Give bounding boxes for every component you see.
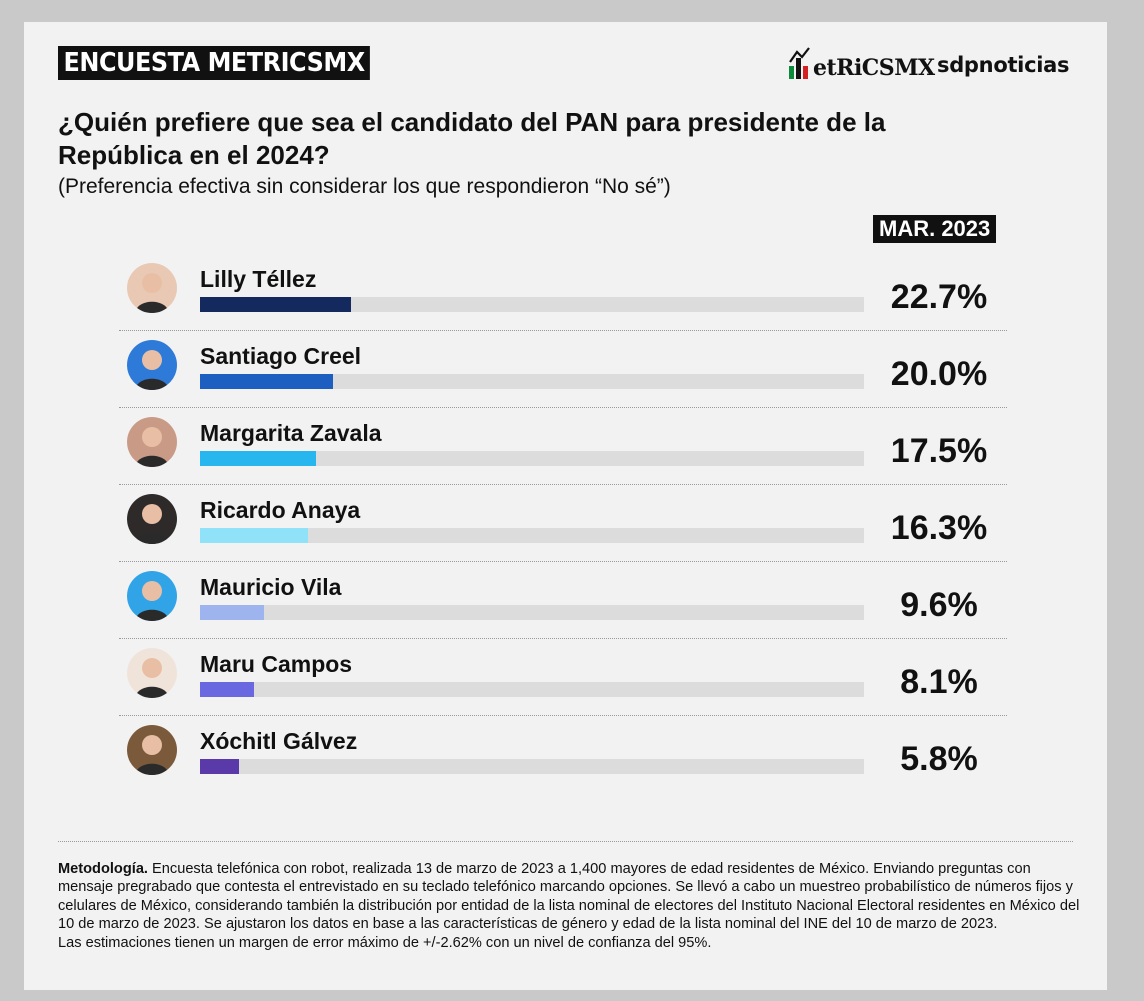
metricsmx-logo: etRiCSMX [788,46,935,80]
candidate-row: Lilly Téllez 22.7% [24,254,1107,331]
bar [200,528,309,543]
value-label: 5.8% [900,740,978,778]
person-icon [127,417,177,467]
candidate-name: Santiago Creel [200,343,362,369]
survey-badge: ENCUESTA METRICSMX [58,46,371,80]
bar-track [200,682,864,697]
bar [200,605,264,620]
person-icon [127,263,177,313]
candidate-avatar [127,417,177,467]
methodology-label: Metodología. [58,861,148,877]
row-divider [119,715,1007,716]
candidate-name: Xóchitl Gálvez [200,728,358,754]
bar-track [200,605,864,620]
value-label: 17.5% [890,432,988,470]
candidate-row: Mauricio Vila 9.6% [24,562,1107,639]
candidate-avatar [127,648,177,698]
candidate-avatar [127,725,177,775]
person-icon [127,340,177,390]
value-label: 9.6% [900,586,978,624]
candidate-row: Santiago Creel 20.0% [24,331,1107,408]
bar-track [200,297,864,312]
person-icon [127,494,177,544]
row-divider [119,407,1007,408]
bar [200,374,333,389]
chart-question: ¿Quién prefiere que sea el candidato del… [58,107,886,170]
metricsmx-logo-icon [789,47,810,79]
methodology-text: Encuesta telefónica con robot, realizada… [58,861,1080,933]
methodology-note: Metodología. Encuesta telefónica con rob… [58,860,1083,952]
candidate-avatar [127,494,177,544]
value-label: 16.3% [890,509,988,547]
bar-track [200,451,864,466]
chart-subtitle: (Preferencia efectiva sin considerar los… [58,175,671,198]
sdpnoticias-logo: sdpnoticias [937,53,1070,77]
candidate-row: Xóchitl Gálvez 5.8% [24,716,1107,793]
metricsmx-logo-text: etRiCSMX [813,55,935,81]
value-label: 22.7% [890,278,988,316]
bar [200,297,351,312]
margin-of-error-text: Las estimaciones tienen un margen de err… [58,934,712,951]
row-divider [119,484,1007,485]
candidate-name: Margarita Zavala [200,420,382,446]
candidate-row: Maru Campos 8.1% [24,639,1107,716]
row-divider [119,330,1007,331]
candidate-row: Ricardo Anaya 16.3% [24,485,1107,562]
value-label: 20.0% [890,355,988,393]
bar-track [200,528,864,543]
bar [200,451,317,466]
candidate-name: Lilly Téllez [200,266,317,292]
person-icon [127,725,177,775]
row-divider [119,638,1007,639]
poll-card: ENCUESTA METRICSMX etRiCSMX sdpnoticias … [24,22,1107,990]
bar-track [200,759,864,774]
bar-track [200,374,864,389]
candidate-avatar [127,263,177,313]
candidate-name: Ricardo Anaya [200,497,361,523]
row-divider [119,561,1007,562]
candidate-name: Mauricio Vila [200,574,342,600]
footer-divider [58,841,1073,842]
candidate-avatar [127,340,177,390]
candidate-name: Maru Campos [200,651,353,677]
person-icon [127,571,177,621]
bar [200,682,254,697]
period-badge: MAR. 2023 [873,215,997,243]
person-icon [127,648,177,698]
candidate-row: Margarita Zavala 17.5% [24,408,1107,485]
bar [200,759,239,774]
value-label: 8.1% [900,663,978,701]
candidate-avatar [127,571,177,621]
